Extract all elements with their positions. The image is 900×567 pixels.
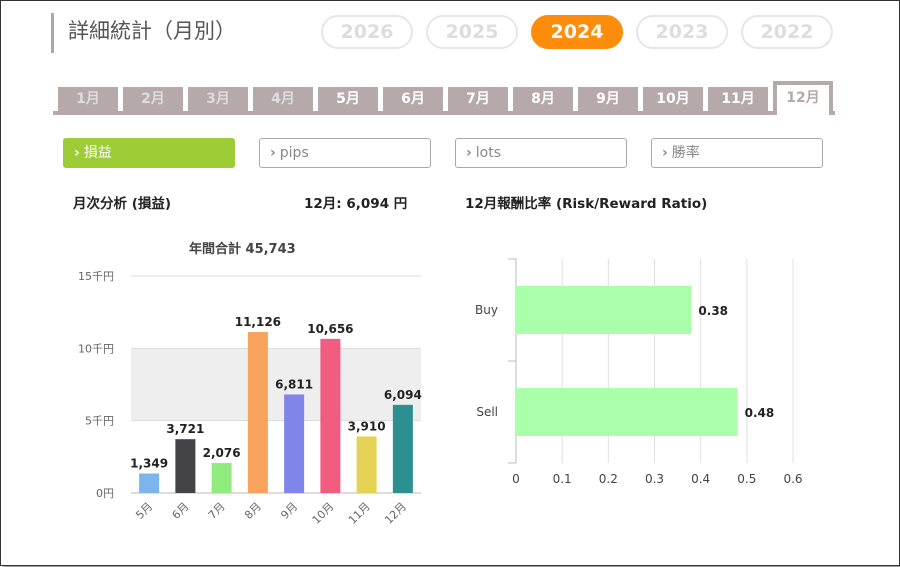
x-tick-label: 0.2 (599, 472, 618, 486)
x-tick-label: 10月 (310, 500, 337, 527)
x-tick-label: 12月 (382, 500, 409, 527)
month-tab-6[interactable]: 6月 (383, 87, 443, 111)
month-tab-2[interactable]: 2月 (123, 87, 183, 111)
month-tab-8[interactable]: 8月 (513, 87, 573, 111)
y-tick-label: 0円 (96, 487, 114, 500)
month-tabs: 1月 2月 3月 4月 5月 6月 7月 8月 9月 10月 11月 12月 (53, 81, 835, 115)
x-tick-label: 9月 (278, 500, 300, 522)
data-label: 1,349 (130, 456, 168, 470)
chevron-right-icon: › (466, 145, 472, 161)
data-label: 6,094 (384, 388, 422, 402)
bar-8月 (247, 332, 268, 493)
monthly-analysis-heading: 月次分析 (損益) (73, 196, 172, 212)
data-label: 2,076 (203, 446, 241, 460)
bar-12月 (392, 404, 413, 493)
filter-button-4[interactable]: › 勝率 (651, 138, 823, 168)
chevron-right-icon: › (662, 145, 668, 161)
grid-band (131, 348, 421, 421)
year-button-2023[interactable]: 2023 (636, 15, 728, 49)
bar-Sell (516, 388, 738, 436)
year-button-2024[interactable]: 2024 (531, 15, 623, 49)
data-label: 6,811 (275, 377, 313, 391)
y-tick-label: Buy (475, 303, 498, 317)
month-tab-1[interactable]: 1月 (58, 87, 118, 111)
risk-reward-heading: 12月報酬比率 (Risk/Reward Ratio) (465, 196, 708, 212)
bar-5月 (139, 473, 160, 493)
filter-label: 損益 (83, 145, 112, 161)
month-tab-7[interactable]: 7月 (448, 87, 508, 111)
y-tick-label: Sell (476, 405, 498, 419)
month-tab-3[interactable]: 3月 (188, 87, 248, 111)
month-tab-12[interactable]: 12月 (773, 81, 833, 115)
y-tick-label: 15千円 (78, 270, 114, 283)
bar-7月 (211, 462, 232, 493)
x-tick-label: 0.1 (553, 472, 572, 486)
month-tab-9[interactable]: 9月 (578, 87, 638, 111)
x-tick-label: 7月 (206, 500, 228, 522)
month-summary: 12月: 6,094 円 (304, 196, 408, 212)
month-tab-5[interactable]: 5月 (318, 87, 378, 111)
month-tab-4[interactable]: 4月 (253, 87, 313, 111)
filter-label: pips (279, 145, 309, 161)
x-tick-label: 0 (512, 472, 520, 486)
x-tick-label: 5月 (133, 500, 155, 522)
chevron-right-icon: › (270, 145, 276, 161)
data-label: 0.38 (698, 304, 728, 318)
year-button-2022[interactable]: 2022 (741, 15, 833, 49)
month-tab-11[interactable]: 11月 (708, 87, 768, 111)
filter-button-3[interactable]: › lots (455, 138, 627, 168)
month-tab-10[interactable]: 10月 (643, 87, 703, 111)
year-selector: 2026 2025 2024 2023 2022 (321, 15, 833, 49)
x-tick-label: 0.3 (645, 472, 664, 486)
bar-9月 (284, 394, 305, 493)
data-label: 3,721 (166, 422, 204, 436)
data-label: 11,126 (235, 315, 281, 329)
x-tick-label: 8月 (242, 500, 264, 522)
annual-total: 年間合計 45,743 (189, 242, 296, 257)
bar-10月 (320, 338, 341, 493)
x-tick-label: 0.4 (691, 472, 710, 486)
bar-Buy (516, 286, 692, 334)
data-label: 10,656 (307, 322, 353, 336)
year-button-2026[interactable]: 2026 (321, 15, 413, 49)
chevron-right-icon: › (74, 145, 80, 161)
x-tick-label: 6月 (170, 500, 192, 522)
y-tick-label: 5千円 (85, 415, 114, 428)
filter-button-2[interactable]: › pips (259, 138, 431, 168)
x-tick-label: 0.5 (737, 472, 756, 486)
page-title: 詳細統計（月別） (68, 19, 236, 43)
data-label: 3,910 (348, 419, 386, 433)
filter-label: 勝率 (671, 145, 700, 161)
x-tick-label: 0.6 (783, 472, 802, 486)
y-tick-label: 10千円 (78, 342, 114, 355)
filter-label: lots (475, 145, 502, 161)
page-title-bar: 詳細統計（月別） (51, 13, 236, 53)
filter-button-1[interactable]: › 損益 (63, 138, 235, 168)
data-label: 0.48 (745, 406, 775, 420)
bar-11月 (356, 436, 377, 493)
x-tick-label: 11月 (346, 500, 373, 527)
year-button-2025[interactable]: 2025 (426, 15, 518, 49)
bar-6月 (175, 439, 196, 493)
